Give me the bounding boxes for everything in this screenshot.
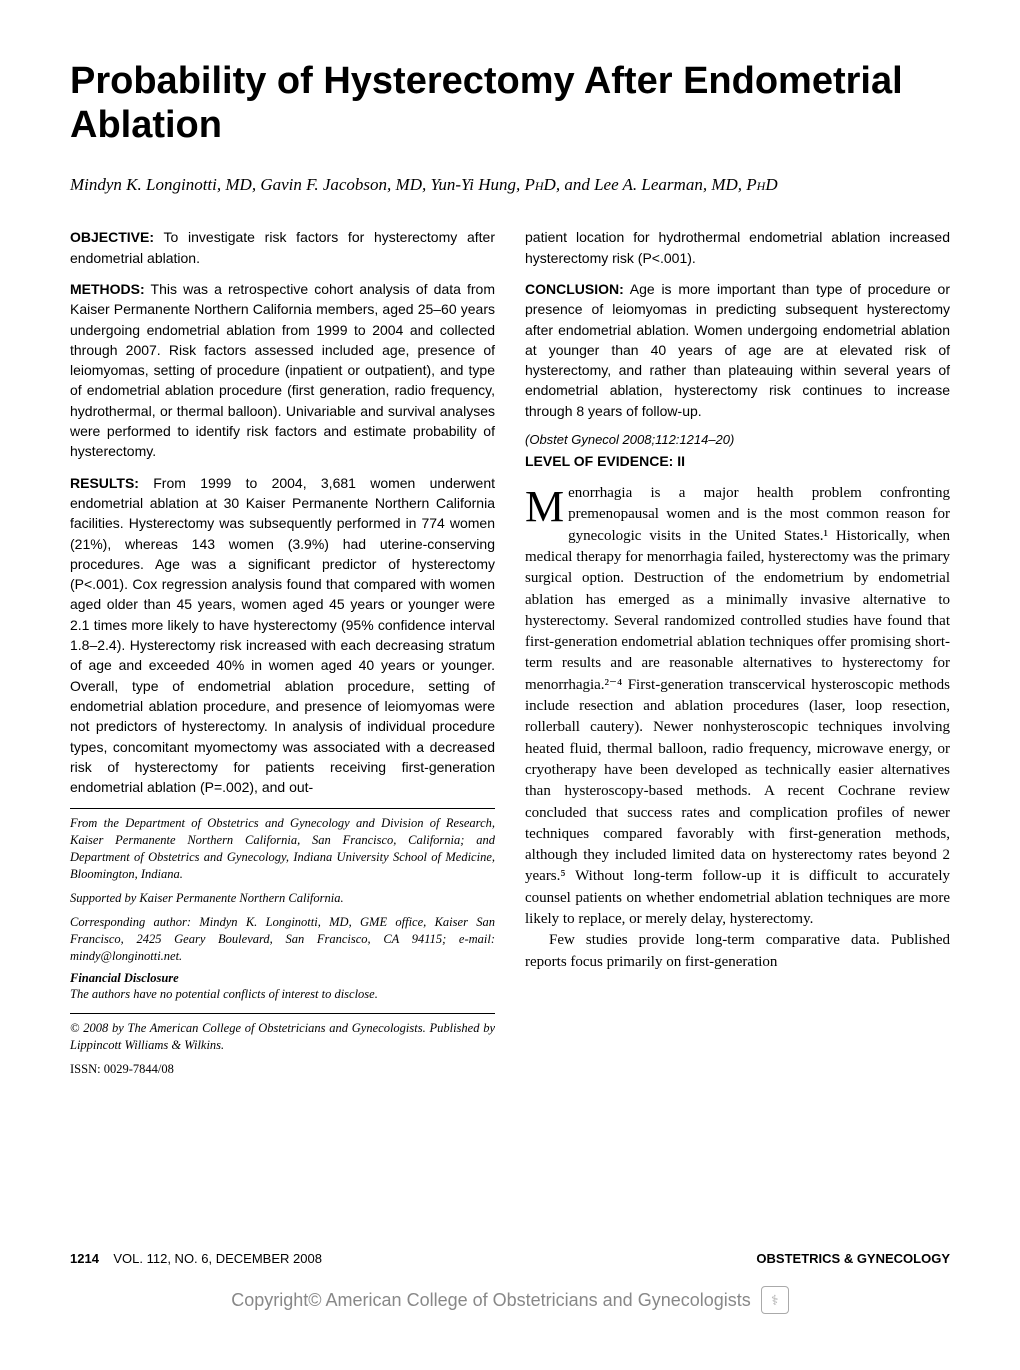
- footnote-issn: ISSN: 0029-7844/08: [70, 1061, 495, 1078]
- abstract-results-part2: patient location for hydrothermal endome…: [525, 227, 950, 268]
- abstract-results-part1: RESULTS: From 1999 to 2004, 3,681 women …: [70, 473, 495, 798]
- issue-info: VOL. 112, NO. 6, DECEMBER 2008: [113, 1251, 322, 1266]
- footnote-corresponding: Corresponding author: Mindyn K. Longinot…: [70, 914, 495, 965]
- authors-line: Mindyn K. Longinotti, MD, Gavin F. Jacob…: [70, 175, 950, 195]
- copyright-bar: Copyright© American College of Obstetric…: [70, 1286, 950, 1314]
- methods-text: This was a retrospective cohort analysis…: [70, 281, 495, 459]
- footnote-rule-2: [70, 1013, 495, 1014]
- body-para-1-text: enorrhagia is a major health problem con…: [525, 485, 950, 927]
- article-title: Probability of Hysterectomy After Endome…: [70, 60, 950, 147]
- page-number: 1214: [70, 1251, 99, 1266]
- level-of-evidence: LEVEL OF EVIDENCE: II: [525, 453, 950, 469]
- footnote-rule: [70, 808, 495, 809]
- footnote-support: Supported by Kaiser Permanente Northern …: [70, 890, 495, 907]
- footer-right: OBSTETRICS & GYNECOLOGY: [756, 1251, 950, 1266]
- body-para-2: Few studies provide long-term comparativ…: [525, 930, 950, 973]
- conclusion-label: CONCLUSION:: [525, 281, 624, 297]
- author-names: Mindyn K. Longinotti, MD, Gavin F. Jacob…: [70, 175, 778, 194]
- dropcap: M: [525, 483, 568, 527]
- page-footer: 1214 VOL. 112, NO. 6, DECEMBER 2008 OBST…: [70, 1251, 950, 1266]
- objective-label: OBJECTIVE:: [70, 229, 154, 245]
- publisher-badge-icon: ⚕: [761, 1286, 789, 1314]
- content-columns: OBJECTIVE: To investigate risk factors f…: [70, 227, 950, 1237]
- disclosure-label: Financial Disclosure: [70, 971, 495, 986]
- results-text-2: patient location for hydrothermal endome…: [525, 229, 950, 265]
- footnote-affiliation: From the Department of Obstetrics and Gy…: [70, 815, 495, 883]
- footer-left: 1214 VOL. 112, NO. 6, DECEMBER 2008: [70, 1251, 322, 1266]
- results-text-1: From 1999 to 2004, 3,681 women underwent…: [70, 475, 495, 795]
- abstract-methods: METHODS: This was a retrospective cohort…: [70, 279, 495, 462]
- footnote-copyright: © 2008 by The American College of Obstet…: [70, 1020, 495, 1054]
- copyright-text: Copyright© American College of Obstetric…: [231, 1290, 751, 1311]
- abstract-objective: OBJECTIVE: To investigate risk factors f…: [70, 227, 495, 268]
- disclosure-text: The authors have no potential conflicts …: [70, 986, 495, 1003]
- citation: (Obstet Gynecol 2008;112:1214–20): [525, 432, 950, 447]
- results-label: RESULTS:: [70, 475, 139, 491]
- conclusion-text: Age is more important than type of proce…: [525, 281, 950, 419]
- methods-label: METHODS:: [70, 281, 145, 297]
- body-para-1: Menorrhagia is a major health problem co…: [525, 483, 950, 930]
- abstract-conclusion: CONCLUSION: Age is more important than t…: [525, 279, 950, 421]
